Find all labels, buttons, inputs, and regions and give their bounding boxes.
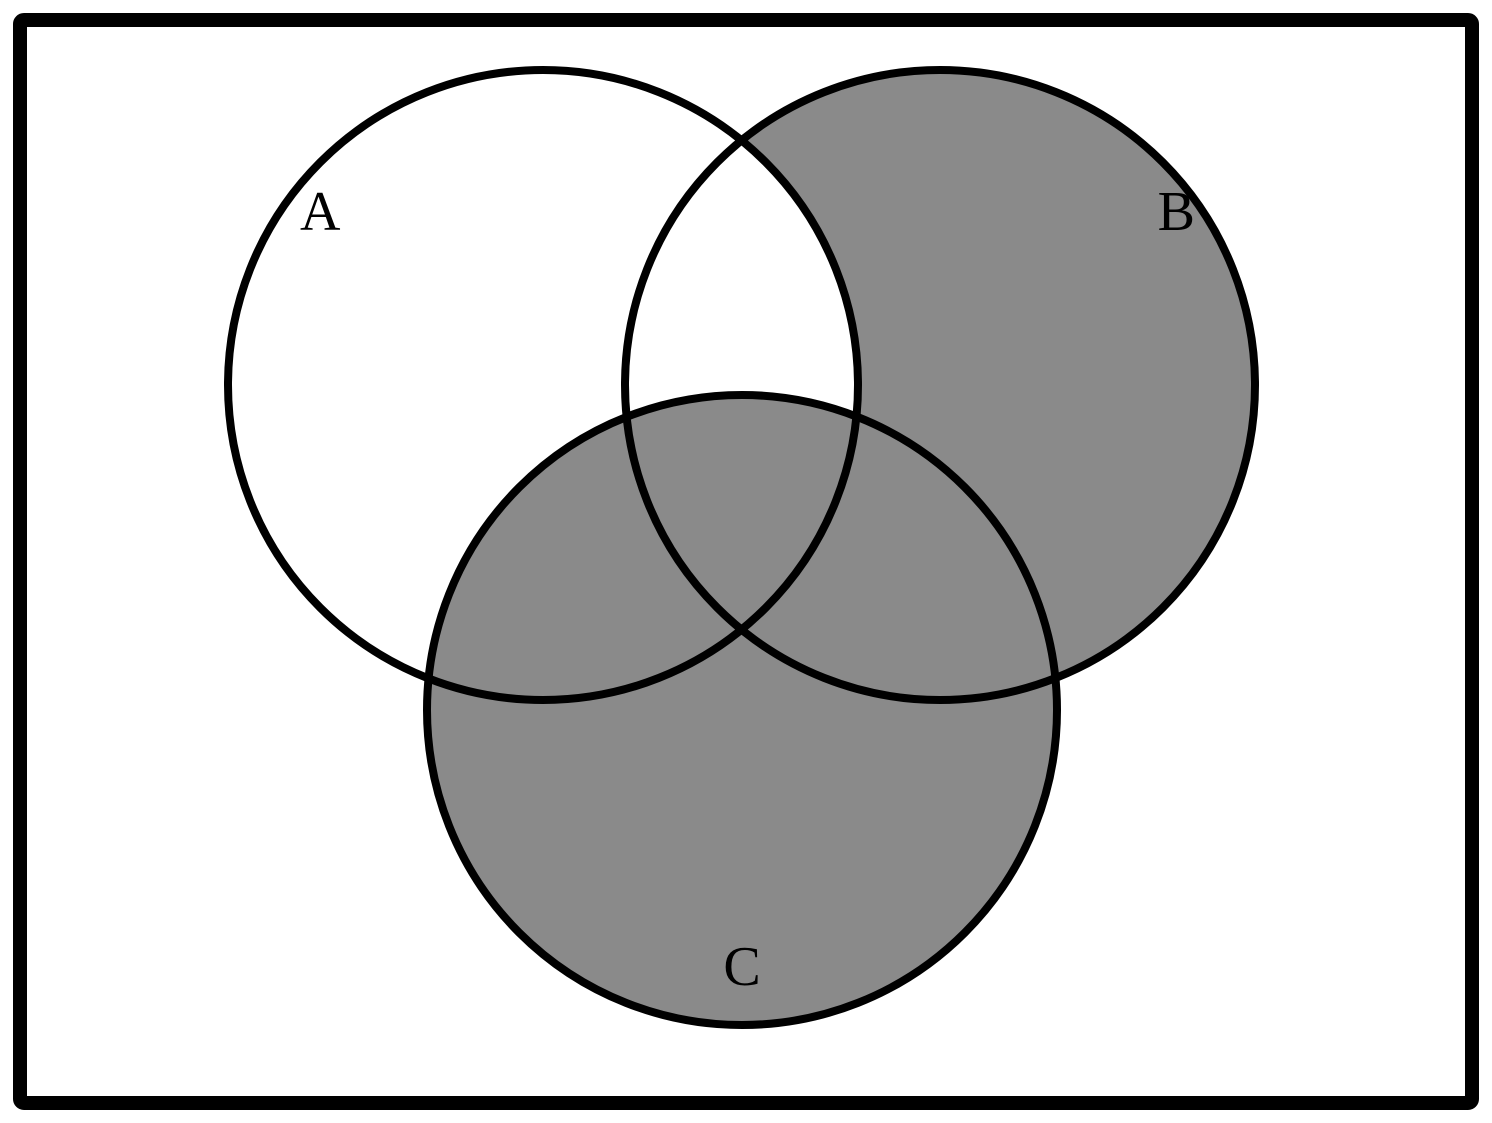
set-label-a: A: [300, 181, 341, 243]
set-label-c: C: [723, 936, 760, 998]
diagram-root: A B C: [0, 0, 1492, 1123]
venn-diagram: A B C: [0, 0, 1492, 1123]
set-label-b: B: [1158, 181, 1195, 243]
